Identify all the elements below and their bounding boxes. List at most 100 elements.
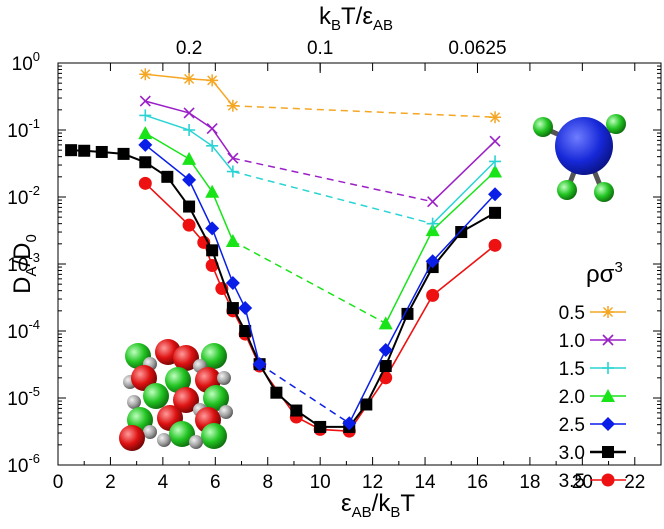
legend-label: 3.0 [559,443,585,464]
y-tick-label: 10-2 [7,183,40,209]
patchy-particle-illustration [533,114,626,202]
legend-label: 0.5 [559,303,585,324]
series-line [144,132,234,242]
series-dashed-line [232,170,433,225]
data-point [252,357,267,372]
crystal-sphere [143,425,157,439]
legend-label: 2.0 [559,387,585,408]
series-line [432,160,496,225]
data-point [161,170,174,183]
legend-label: 2.5 [559,415,585,436]
top-tick-label: 0.2 [176,38,202,59]
crystal-sphere [173,387,199,413]
series-2.5 [138,137,503,431]
series-line [145,100,234,159]
legend-label: 1.0 [559,331,585,352]
data-point [117,147,130,160]
data-point [455,226,468,239]
series-dashed-line [232,105,496,118]
x-axis-title: εAB/kBT [341,490,415,521]
legend-marker [602,362,614,374]
top-tick-label: 0.1 [307,38,333,59]
data-point [139,68,152,81]
y-tick-label: 10-1 [7,116,40,142]
data-point [226,99,239,112]
y-tick-label: 10-6 [7,451,40,477]
data-point [378,316,393,330]
crystal-sphere [189,435,203,449]
legend-marker [602,306,614,318]
series-line [432,140,496,203]
data-point [206,74,219,87]
data-point [206,244,219,257]
x-tick-label: 16 [467,472,488,493]
series-line [348,193,496,424]
top-axis-title: kBT/εAB [319,3,393,34]
tick-marks: 0 2 4 6 8 10 12 14 16 18 20 22 0.2 0.1 0.0625 10-6 10-5 1… [7,38,662,493]
data-point [139,109,152,122]
legend: ρσ3 0.5 1.0 1.5 2.0 2.5 3.0 3.5 [559,259,626,492]
crystal-sphere [203,385,229,411]
y-tick-label: 10-3 [7,250,40,276]
data-point [378,343,393,358]
data-point [239,325,252,337]
y-axis-title: DA/D0 [9,234,40,294]
data-point [227,152,239,164]
data-point [205,221,220,236]
crystal-sphere [127,395,141,409]
data-point [226,302,239,315]
data-point [426,217,439,230]
legend-title: ρσ3 [586,259,623,288]
series-dashed-line [232,157,433,203]
data-point [270,386,283,399]
legend-marker [601,473,615,487]
top-tick-label: 0.0625 [448,38,506,59]
data-point [182,151,197,165]
crystal-sphere [219,405,233,419]
x-tick-label: 18 [519,472,540,493]
data-point [138,137,153,152]
data-point [488,238,502,252]
data-point [139,95,151,107]
x-tick-label: 22 [624,472,645,493]
crystal-sphere [201,423,227,449]
crystal-sphere [173,345,199,371]
legend-item: 1.0 [559,331,626,352]
data-point [206,123,218,135]
data-point [205,258,219,272]
legend-marker [601,389,615,402]
x-tick-label: 8 [262,472,273,493]
data-point [183,107,195,119]
data-point [65,144,78,157]
y-tick-label: 10-5 [7,384,40,410]
data-point [78,144,91,157]
legend-marker [601,417,615,431]
data-point [488,164,503,178]
data-point [360,398,373,411]
data-point [182,218,196,232]
data-point [290,404,303,417]
data-point [138,126,153,140]
crystal-sphere [201,343,227,369]
series-line [144,144,261,365]
x-tick-label: 12 [362,472,383,493]
x-tick-label: 14 [414,472,436,493]
data-point [489,206,502,219]
crystal-sphere [217,371,231,385]
data-point [183,72,196,85]
data-point [379,360,392,373]
series-2.0 [138,126,503,330]
data-point [489,155,502,168]
data-point [225,234,240,248]
data-point [489,111,502,124]
crystal-lattice-illustration [119,339,233,451]
data-point [183,200,196,213]
data-point [401,307,414,320]
series-dashed-line [259,363,350,424]
legend-item: 0.5 [559,303,626,324]
crystal-sphere [165,367,191,393]
data-point [182,172,197,187]
data-point [139,156,152,169]
series-layer [65,68,503,438]
